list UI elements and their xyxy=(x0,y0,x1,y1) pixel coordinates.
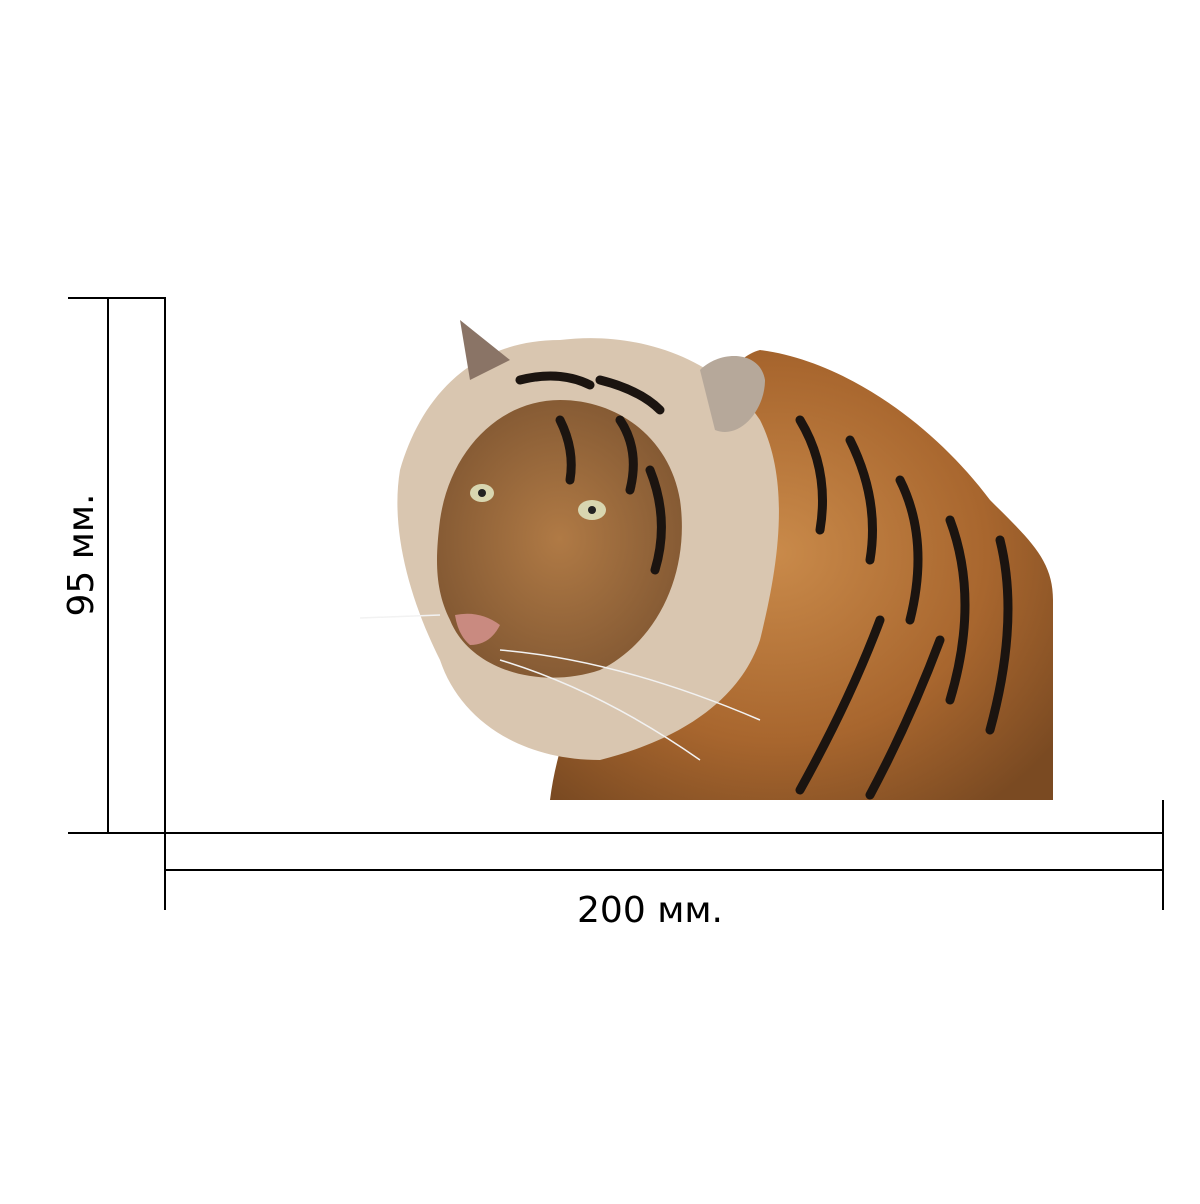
tiger-image xyxy=(359,320,1053,800)
height-label: 95 мм. xyxy=(61,493,102,616)
dimension-lines xyxy=(68,297,1164,910)
width-label: 200 мм. xyxy=(577,890,723,931)
